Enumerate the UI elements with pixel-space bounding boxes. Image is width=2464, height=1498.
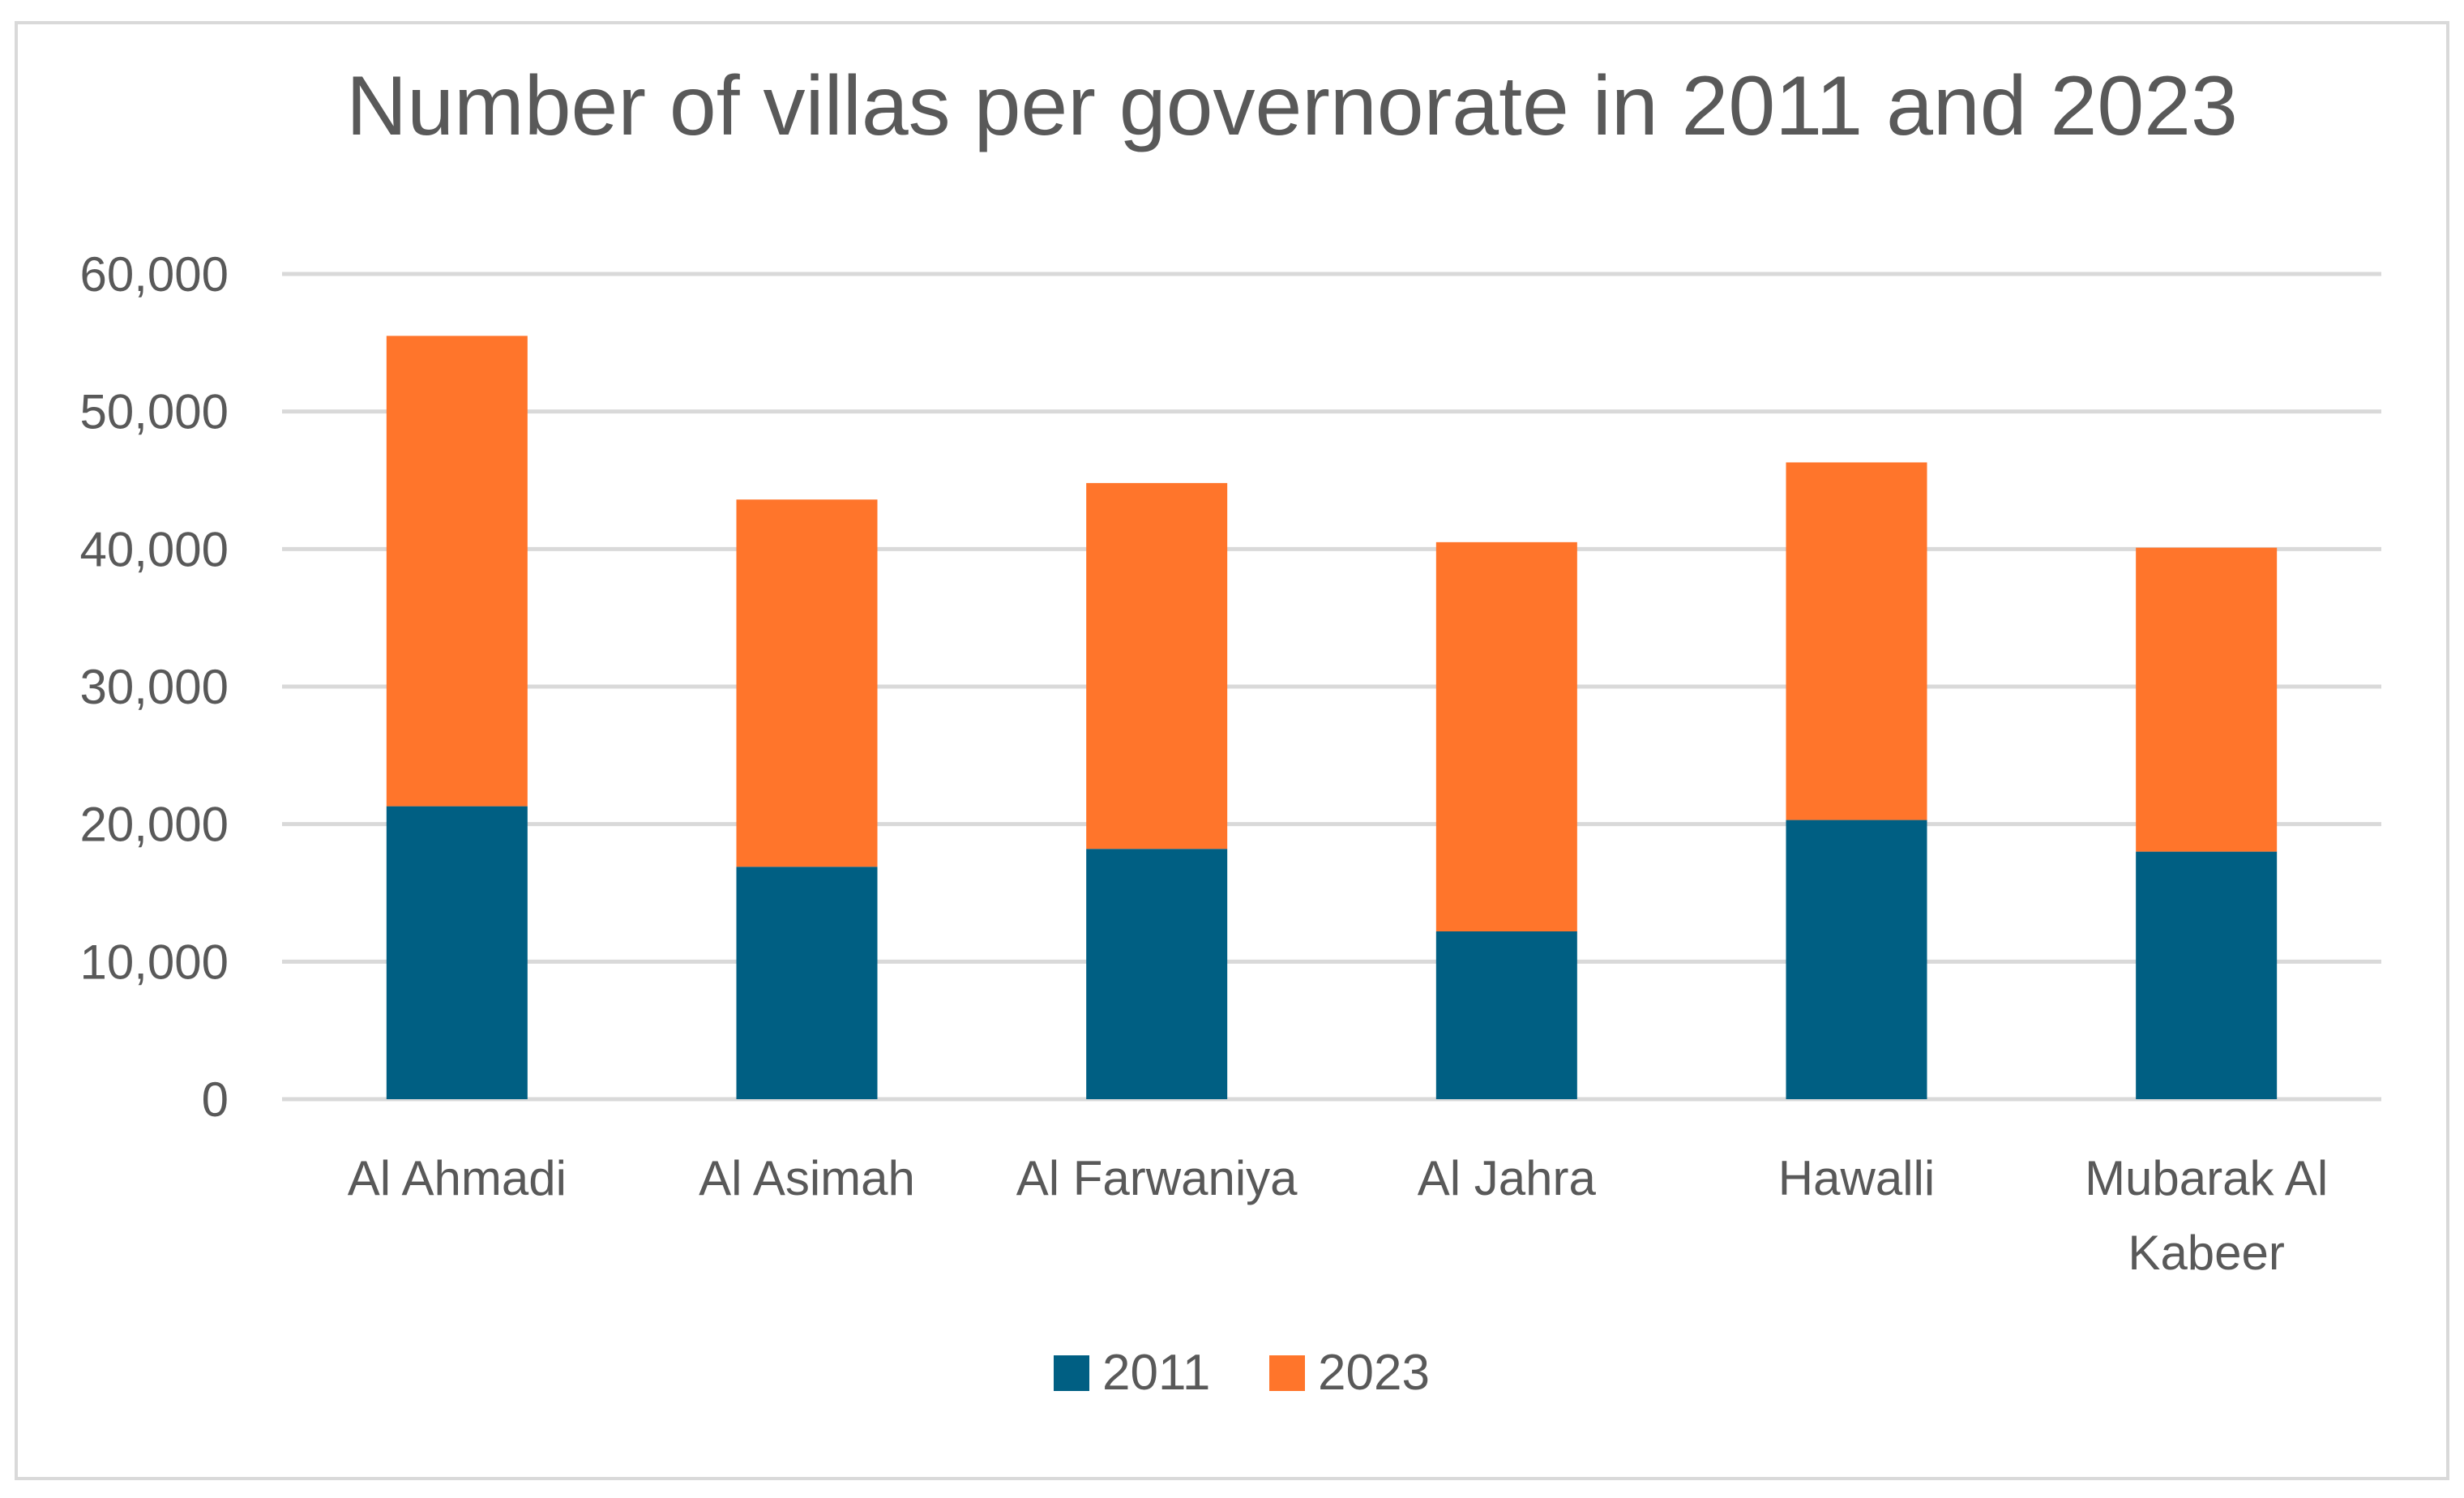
bar-2023 [1435, 541, 1577, 932]
y-axis-ticks: 0 10,000 20,000 30,000 40,000 50,000 60,000 [79, 247, 229, 1127]
legend-item-2023: 2023 [1269, 1345, 1430, 1401]
y-tick-label: 60,000 [79, 247, 229, 302]
y-tick-label: 20,000 [79, 798, 229, 852]
x-axis-ticks: Al Ahmadi Al Asimah Al Farwaniya Al Jahra Ha… [348, 1151, 2328, 1280]
bars [386, 336, 2278, 1099]
legend-item-2011: 2011 [1054, 1345, 1210, 1401]
chart-title: Number of villas per governorate in 2011… [346, 59, 2238, 153]
bar-2011 [736, 867, 878, 1099]
x-tick-label: Al Jahra [1418, 1151, 1597, 1205]
x-tick-label-line: Kabeer [2128, 1226, 2284, 1280]
bar-2011 [2136, 851, 2278, 1099]
gridlines [282, 272, 2381, 1102]
y-tick-label: 0 [202, 1072, 229, 1127]
x-tick-label: Al Asimah [699, 1151, 915, 1205]
x-tick-label-line: Mubarak Al [2085, 1151, 2328, 1205]
x-tick-label-line: Al Farwaniya [1016, 1151, 1298, 1205]
chart-svg: Number of villas per governorate in 2011… [79, 59, 2381, 1401]
bar-2023 [2136, 547, 2278, 852]
bar-2011 [386, 806, 528, 1099]
x-tick-label-line: Hawalli [1778, 1151, 1935, 1205]
x-tick-label: Al Farwaniya [1016, 1151, 1298, 1205]
x-tick-label-line: Al Ahmadi [348, 1151, 567, 1205]
legend-swatch-2011 [1054, 1355, 1089, 1391]
bar-2011 [1435, 931, 1577, 1099]
y-tick-label: 10,000 [79, 935, 229, 989]
legend-label-2011: 2011 [1102, 1345, 1210, 1401]
y-tick-label: 50,000 [79, 385, 229, 439]
chart-frame: Number of villas per governorate in 2011… [15, 21, 2449, 1480]
x-tick-label-line: Al Jahra [1418, 1151, 1597, 1205]
bar-2011 [1086, 849, 1228, 1099]
bar-2011 [1786, 820, 1927, 1099]
x-tick-label-line: Al Asimah [699, 1151, 915, 1205]
y-tick-label: 40,000 [79, 522, 229, 576]
bar-2023 [1086, 482, 1228, 850]
legend: 2011 2023 [1054, 1345, 1430, 1401]
legend-swatch-2023 [1269, 1355, 1305, 1391]
x-tick-label: Mubarak Al Kabeer [2085, 1151, 2328, 1280]
x-tick-label: Hawalli [1778, 1151, 1935, 1205]
bar-2023 [736, 499, 878, 867]
legend-label-2023: 2023 [1318, 1345, 1430, 1401]
bar-2023 [1786, 462, 1927, 820]
x-tick-label: Al Ahmadi [348, 1151, 567, 1205]
y-tick-label: 30,000 [79, 660, 229, 714]
bar-2023 [386, 336, 528, 807]
